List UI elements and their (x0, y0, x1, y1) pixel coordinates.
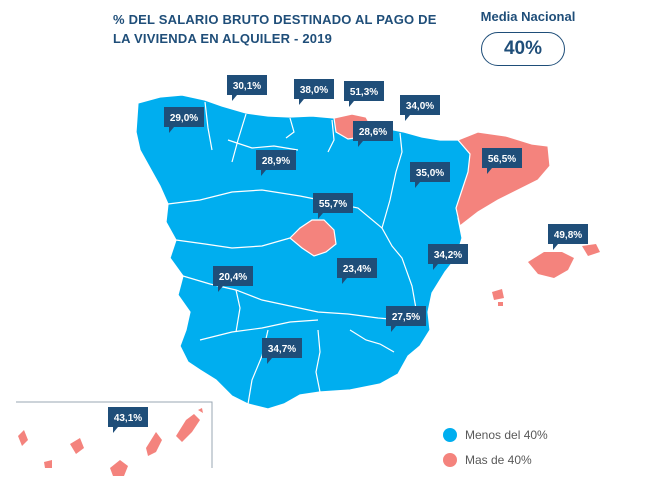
label-callout (337, 258, 377, 284)
region-value-label: 35,0% (410, 162, 450, 188)
region-value-label: 23,4% (337, 258, 377, 284)
region-value-label: 34,0% (400, 95, 440, 121)
region-madrid (289, 219, 337, 257)
region-borders (167, 101, 419, 405)
region-value-label: 56,5% (482, 148, 522, 174)
label-value-text: 56,5% (488, 154, 516, 165)
legend-item: Mas de 40% (443, 449, 548, 471)
label-callout (400, 95, 440, 121)
region-value-label: 38,0% (294, 79, 334, 105)
value-labels: 29,0% 30,1% 38,0% 51,3% 34,0% 28,6% 56,5% 28,9%… (108, 75, 588, 433)
label-callout (213, 266, 253, 292)
mainland-shape (135, 94, 475, 410)
label-value-text: 51,3% (350, 87, 378, 98)
region-cataluna (455, 131, 551, 228)
legend-label: Menos del 40% (465, 428, 548, 442)
region-value-label: 30,1% (227, 75, 267, 101)
label-callout (410, 162, 450, 188)
label-value-text: 30,1% (233, 81, 261, 92)
label-value-text: 23,4% (343, 264, 371, 275)
national-average-label: Media Nacional (480, 9, 576, 24)
region-value-label: 29,0% (164, 107, 204, 133)
chart-title: % DEL SALARIO BRUTO DESTINADO AL PAGO DE… (113, 12, 437, 46)
canary-islands (18, 408, 203, 476)
label-value-text: 43,1% (114, 413, 142, 424)
label-callout (386, 306, 426, 332)
label-callout (313, 193, 353, 219)
label-callout (227, 75, 267, 101)
label-value-text: 38,0% (300, 85, 328, 96)
label-callout (294, 79, 334, 105)
region-value-label: 28,9% (256, 150, 296, 176)
label-callout (344, 81, 384, 107)
region-value-label: 20,4% (213, 266, 253, 292)
label-value-text: 27,5% (392, 312, 420, 323)
label-callout (428, 244, 468, 270)
label-callout (108, 407, 148, 433)
label-callout (353, 121, 393, 147)
canary-inset-frame (16, 401, 213, 468)
region-value-label: 34,7% (262, 338, 302, 364)
legend-label: Mas de 40% (465, 453, 532, 467)
label-callout (262, 338, 302, 364)
national-average-value: 40% (481, 32, 565, 66)
label-value-text: 49,8% (554, 230, 582, 241)
balearic-islands (492, 244, 600, 306)
legend-color-dot (443, 453, 457, 467)
label-callout (256, 150, 296, 176)
label-value-text: 34,0% (406, 101, 434, 112)
region-value-label: 27,5% (386, 306, 426, 332)
label-value-text: 29,0% (170, 113, 198, 124)
region-value-label: 55,7% (313, 193, 353, 219)
label-value-text: 28,6% (359, 127, 387, 138)
region-value-label: 49,8% (548, 224, 588, 250)
legend-color-dot (443, 428, 457, 442)
legend: Menos del 40% Mas de 40% (443, 424, 548, 474)
region-value-label: 51,3% (344, 81, 384, 107)
label-callout (548, 224, 588, 250)
label-value-text: 34,7% (268, 344, 296, 355)
legend-item: Menos del 40% (443, 424, 548, 446)
region-value-label: 34,2% (428, 244, 468, 270)
label-callout (164, 107, 204, 133)
label-value-text: 35,0% (416, 168, 444, 179)
region-value-label: 43,1% (108, 407, 148, 433)
label-value-text: 34,2% (434, 250, 462, 261)
label-value-text: 55,7% (319, 199, 347, 210)
label-value-text: 20,4% (219, 272, 247, 283)
region-value-label: 28,6% (353, 121, 393, 147)
label-callout (482, 148, 522, 174)
label-value-text: 28,9% (262, 156, 290, 167)
